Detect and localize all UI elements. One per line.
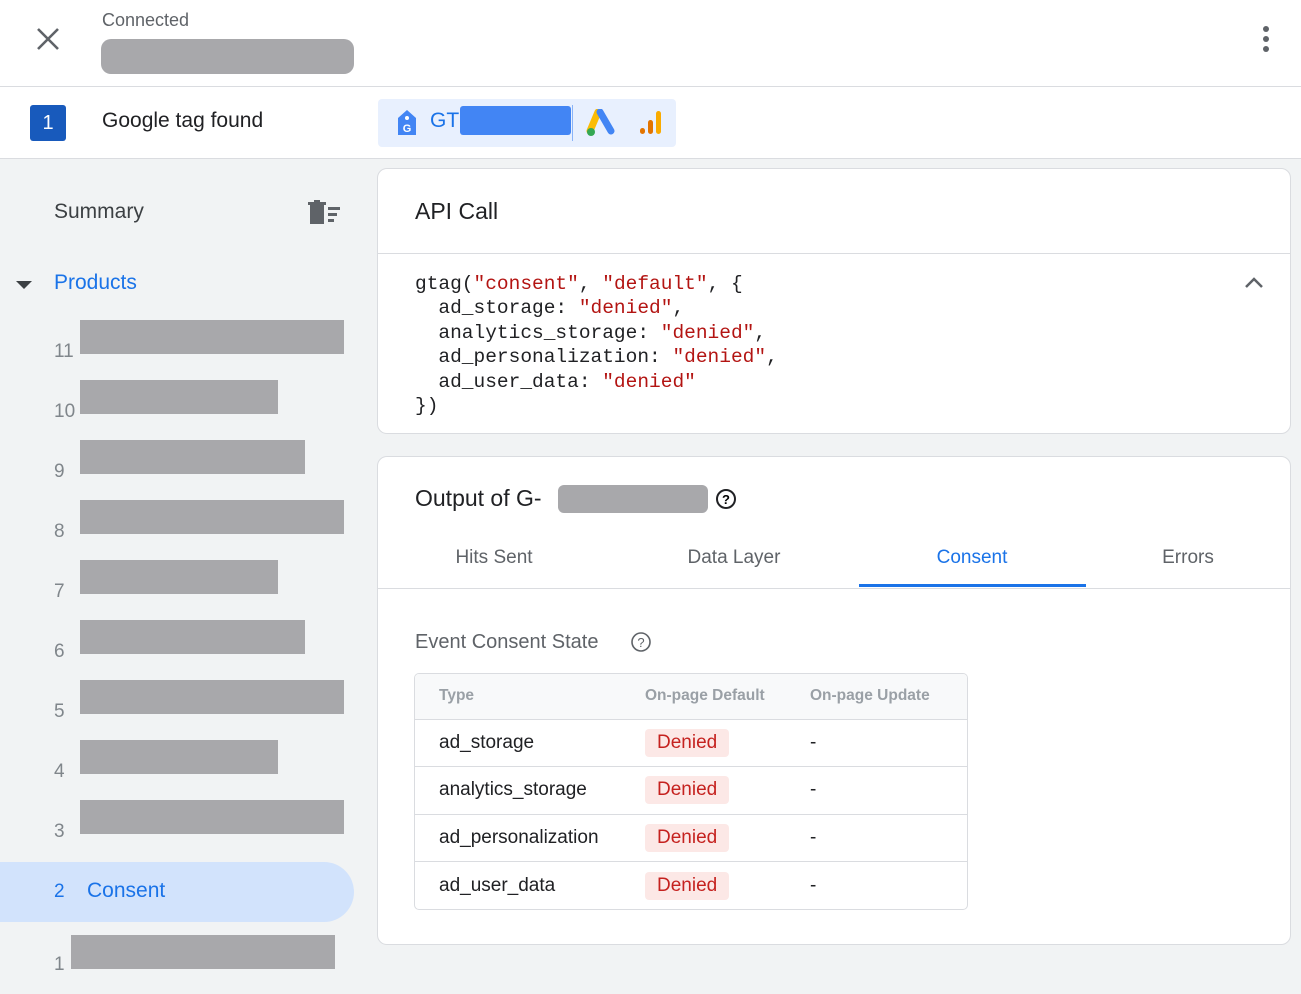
api-call-card: API Call gtag("consent", "default", { ad… [377,168,1291,434]
sidebar-item-11[interactable]: 11 [0,320,354,382]
redacted-item-name [71,935,335,969]
item-number: 11 [54,341,74,362]
column-header: On-page Default [645,674,810,720]
consent-table: Type On-page Default On-page Update ad_stor… [414,673,968,910]
collapse-chevron-up-icon[interactable] [1244,275,1264,294]
redacted-url [101,39,354,74]
help-icon[interactable]: ? [715,488,737,515]
column-header: Type [415,674,645,720]
column-header: On-page Update [810,674,967,720]
tab-errors[interactable]: Errors [1162,547,1214,568]
item-number: 4 [54,761,65,782]
default-cell: Denied [645,862,810,910]
section-title: Event Consent State [415,631,599,653]
item-number: 5 [54,701,65,722]
redacted-measurement-id [558,485,708,513]
denied-badge: Denied [645,823,730,852]
output-card: Output of G- ? Hits Sent Data Layer Cons… [377,456,1291,945]
item-number: 6 [54,641,65,662]
item-number: 10 [54,401,76,422]
redacted-item-name [80,800,344,834]
divider [378,253,1290,254]
default-cell: Denied [645,814,810,862]
more-vert-icon[interactable] [1256,24,1276,54]
default-cell: Denied [645,766,810,815]
svg-text:?: ? [722,492,730,507]
sidebar-section-products[interactable]: Products [54,271,137,294]
sidebar-item-1[interactable]: 1 [0,934,354,994]
redacted-item-name [80,380,278,414]
item-number: 1 [54,954,65,975]
table-row: ad_personalization Denied - [415,814,967,862]
redacted-item-name [80,740,278,774]
type-cell: analytics_storage [415,766,645,815]
clear-summary-icon[interactable] [308,200,340,231]
redacted-item-name [80,320,344,354]
sidebar-item-9[interactable]: 9 [0,440,354,502]
sidebar-item-6[interactable]: 6 [0,620,354,682]
help-icon[interactable]: ? [630,631,652,658]
tag-bar: 1 Google tag found G GT [0,87,1301,159]
tab-consent[interactable]: Consent [936,547,1008,568]
divider [378,588,1290,589]
sidebar-summary[interactable]: Summary [54,200,144,223]
tab-hits-sent[interactable]: Hits Sent [455,547,533,568]
api-call-title: API Call [415,198,499,224]
caret-down-icon[interactable] [16,281,32,289]
sidebar: Summary Products 11 10 9 8 7 6 5 4 3 2 Consent 1 [0,159,360,975]
redacted-item-name [80,500,344,534]
type-cell: ad_storage [415,719,645,767]
redacted-item-name [80,620,305,654]
redacted-item-name [80,680,344,714]
table-row: ad_storage Denied - [415,719,967,767]
item-number: 9 [54,461,65,482]
denied-badge: Denied [645,728,730,757]
sidebar-item-10[interactable]: 10 [0,380,354,442]
close-icon[interactable] [34,25,62,53]
connection-status: Connected [102,10,190,30]
api-call-code: gtag("consent", "default", { ad_storage:… [415,273,778,418]
divider [572,105,573,141]
tag-count-badge: 1 [30,105,66,141]
tag-chip[interactable]: G GT [378,99,676,147]
type-cell: ad_personalization [415,814,645,862]
svg-text:?: ? [637,635,644,650]
update-cell: - [810,719,967,767]
redacted-tag-id [460,106,571,135]
sidebar-item-7[interactable]: 7 [0,560,354,622]
denied-badge: Denied [645,776,730,805]
table-row: ad_user_data Denied - [415,862,967,910]
tag-id-prefix: GT [430,109,460,132]
top-bar: Connected [0,0,1301,87]
denied-badge: Denied [645,871,730,900]
redacted-item-name [80,560,278,594]
item-label: Consent [87,879,166,902]
sidebar-item-5[interactable]: 5 [0,680,354,742]
tab-data-layer[interactable]: Data Layer [687,547,781,568]
type-cell: ad_user_data [439,874,556,896]
sidebar-item-8[interactable]: 8 [0,500,354,562]
active-tab-indicator [859,584,1086,587]
google-tag-icon: G [397,109,417,142]
update-cell: - [810,874,817,896]
sidebar-item-3[interactable]: 3 [0,800,354,862]
sidebar-item-2[interactable]: 2 Consent [0,862,354,922]
redacted-item-name [80,440,305,474]
sidebar-item-4[interactable]: 4 [0,740,354,802]
item-number: 7 [54,581,65,602]
tag-found-label: Google tag found [102,109,264,132]
output-title: Output of G- [415,485,542,511]
update-cell: - [810,814,967,862]
default-cell: Denied [645,719,810,767]
update-cell: - [810,766,967,815]
item-number: 8 [54,521,65,542]
google-ads-icon [586,108,616,142]
table-row: analytics_storage Denied - [415,766,967,815]
svg-text:G: G [403,123,412,135]
google-analytics-icon [638,109,666,142]
item-number: 2 [54,881,65,902]
item-number: 3 [54,821,65,842]
